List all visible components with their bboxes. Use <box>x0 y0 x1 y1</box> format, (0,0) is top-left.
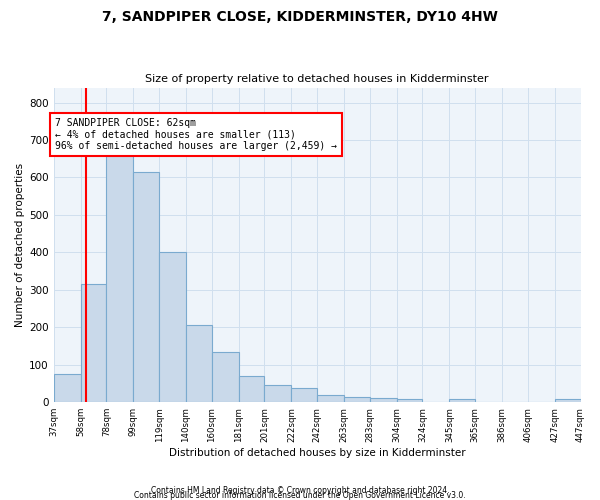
Bar <box>555 399 581 402</box>
Bar <box>239 376 265 402</box>
Bar <box>292 388 317 402</box>
Bar <box>53 374 80 402</box>
Y-axis label: Number of detached properties: Number of detached properties <box>15 163 25 327</box>
X-axis label: Distribution of detached houses by size in Kidderminster: Distribution of detached houses by size … <box>169 448 466 458</box>
Text: 7 SANDPIPER CLOSE: 62sqm
← 4% of detached houses are smaller (113)
96% of semi-d: 7 SANDPIPER CLOSE: 62sqm ← 4% of detache… <box>55 118 337 150</box>
Bar <box>106 155 133 402</box>
Bar <box>212 352 239 402</box>
Bar <box>344 396 370 402</box>
Bar <box>265 386 292 402</box>
Bar <box>449 399 475 402</box>
Bar <box>317 394 344 402</box>
Bar <box>186 326 212 402</box>
Bar <box>159 252 186 402</box>
Text: Contains HM Land Registry data © Crown copyright and database right 2024.: Contains HM Land Registry data © Crown c… <box>151 486 449 495</box>
Bar <box>397 399 422 402</box>
Bar <box>370 398 397 402</box>
Bar <box>80 284 106 402</box>
Text: 7, SANDPIPER CLOSE, KIDDERMINSTER, DY10 4HW: 7, SANDPIPER CLOSE, KIDDERMINSTER, DY10 … <box>102 10 498 24</box>
Text: Contains public sector information licensed under the Open Government Licence v3: Contains public sector information licen… <box>134 490 466 500</box>
Title: Size of property relative to detached houses in Kidderminster: Size of property relative to detached ho… <box>145 74 489 84</box>
Bar <box>133 172 159 402</box>
